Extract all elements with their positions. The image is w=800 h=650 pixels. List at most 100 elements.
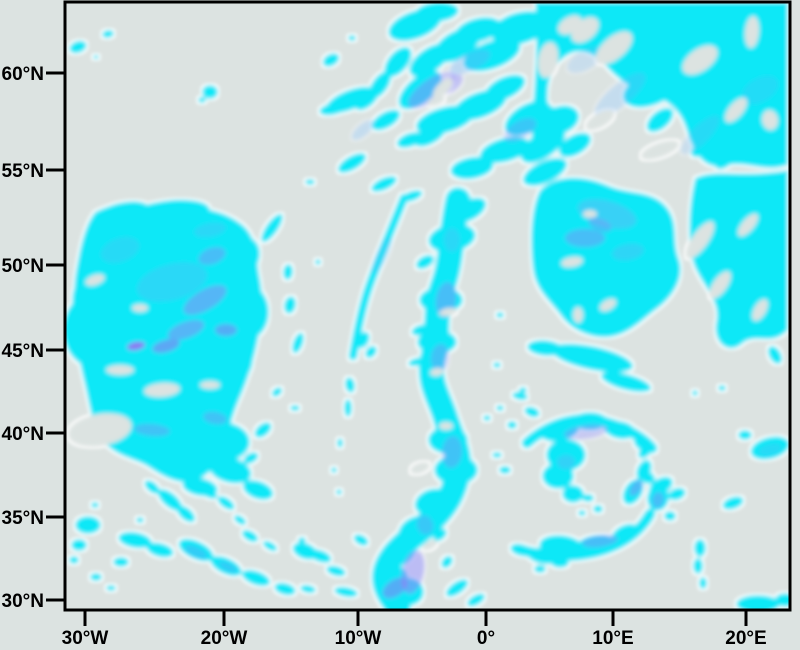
clear-gap bbox=[561, 256, 583, 268]
clear-gap bbox=[430, 367, 444, 377]
cloud-blob bbox=[146, 542, 174, 558]
cloud-blob bbox=[722, 496, 744, 510]
cloud-tint bbox=[100, 236, 140, 264]
cloud-blob bbox=[507, 421, 517, 429]
cloud-blob bbox=[496, 312, 504, 318]
cloud-blob bbox=[298, 537, 306, 543]
y-tick-label: 35°N bbox=[2, 508, 44, 529]
cloud-blob bbox=[348, 35, 356, 41]
cloud-blob bbox=[714, 150, 736, 170]
cloud-blob bbox=[558, 132, 592, 158]
cloud-tint bbox=[218, 561, 238, 573]
axis-ticks bbox=[46, 71, 748, 626]
cloud-blob bbox=[668, 487, 686, 501]
cloud-blob bbox=[699, 577, 707, 589]
cloud-blob bbox=[638, 445, 652, 459]
cloud-blob bbox=[282, 264, 294, 280]
cloud-blob bbox=[271, 387, 283, 397]
cloud-tint bbox=[741, 75, 779, 105]
cloud-blob bbox=[718, 385, 726, 391]
cloud-blob bbox=[353, 534, 369, 546]
clear-gap bbox=[724, 97, 748, 123]
cloud-blob bbox=[75, 516, 101, 534]
cloud-intensity-tints bbox=[100, 46, 782, 599]
cloud-blob bbox=[344, 377, 356, 393]
clear-gap bbox=[685, 221, 715, 259]
cloud-blob bbox=[334, 586, 358, 598]
cloud-blob bbox=[300, 584, 316, 594]
clear-gap bbox=[439, 422, 453, 430]
cloud-blob bbox=[331, 467, 337, 473]
cloud-blob bbox=[767, 345, 783, 365]
cloud-tint bbox=[203, 411, 227, 425]
cloud-tint bbox=[594, 72, 646, 118]
cloud-blob bbox=[66, 292, 127, 368]
cloud-blob bbox=[664, 511, 676, 521]
cloud-blob bbox=[693, 558, 703, 574]
cloud-blob bbox=[371, 109, 401, 131]
cloud-blob bbox=[499, 466, 511, 474]
axis-tick-labels: 30°W 20°W 10°W 0° 10°E 20°E 60°N 55°N 50°N 45°N 40… bbox=[2, 64, 767, 649]
cloud-tint bbox=[184, 545, 208, 559]
cloud-blob bbox=[492, 452, 502, 458]
cloud-blob bbox=[562, 485, 584, 503]
cloud-blob bbox=[694, 539, 706, 557]
cloud-blob bbox=[483, 415, 491, 421]
cloud-blob bbox=[254, 422, 272, 438]
cloud-tint bbox=[152, 339, 180, 353]
cloud-blob bbox=[371, 175, 397, 193]
cloud-blob bbox=[69, 556, 79, 564]
cloud-blob bbox=[305, 179, 315, 185]
cloud-blob bbox=[241, 569, 271, 587]
cloud-blob bbox=[290, 405, 300, 411]
clear-gap bbox=[571, 17, 599, 43]
cloud-mass bbox=[530, 177, 681, 338]
cloud-blob bbox=[542, 463, 574, 489]
cloud-blob bbox=[90, 573, 102, 581]
cloud-blob bbox=[409, 43, 451, 77]
cloud-band bbox=[348, 193, 409, 361]
cloud-blob bbox=[241, 529, 259, 543]
cloud-field-layer bbox=[66, 3, 789, 609]
cloud-blob bbox=[337, 152, 367, 174]
cloud-blob bbox=[433, 528, 447, 542]
cloud-blob bbox=[217, 495, 235, 511]
clear-gap bbox=[427, 96, 445, 106]
cloud-blob bbox=[242, 479, 274, 501]
cloud-blob bbox=[441, 555, 453, 569]
cloud-clear-gaps bbox=[68, 15, 779, 551]
cloud-blob bbox=[315, 259, 321, 265]
cloud-tint bbox=[215, 324, 237, 336]
cloud-blob bbox=[510, 543, 532, 557]
clear-gap bbox=[573, 307, 583, 323]
cloud-blob bbox=[356, 331, 370, 349]
cloud-blob bbox=[479, 136, 531, 164]
x-tick-label: 20°E bbox=[725, 628, 766, 649]
cloud-tint bbox=[416, 515, 434, 535]
cloud-blob bbox=[337, 438, 343, 448]
cloud-blob bbox=[736, 595, 780, 609]
cloud-tint bbox=[183, 285, 227, 315]
cloud-blob bbox=[274, 582, 296, 596]
cloud-blob bbox=[157, 488, 183, 512]
cloud-blob bbox=[411, 324, 429, 336]
cloud-blob bbox=[414, 488, 450, 516]
cloud-blob bbox=[208, 456, 252, 484]
cloud-blob bbox=[384, 46, 412, 78]
clear-gap bbox=[432, 77, 454, 99]
cloud-blob bbox=[519, 387, 527, 393]
cloud-tint bbox=[566, 46, 604, 74]
clear-gap bbox=[709, 271, 731, 299]
clear-gap bbox=[682, 45, 718, 75]
cloud-blob bbox=[233, 514, 247, 526]
cloud-tint bbox=[194, 222, 226, 238]
y-tick-label: 40°N bbox=[2, 424, 44, 445]
cloud-blob bbox=[641, 472, 655, 484]
clear-gap bbox=[200, 381, 220, 389]
cloud-blob bbox=[71, 539, 87, 551]
cloud-blob bbox=[319, 102, 347, 116]
cloud-tint bbox=[557, 455, 575, 469]
cloud-blob bbox=[484, 74, 526, 102]
y-tick-label: 60°N bbox=[2, 64, 44, 85]
